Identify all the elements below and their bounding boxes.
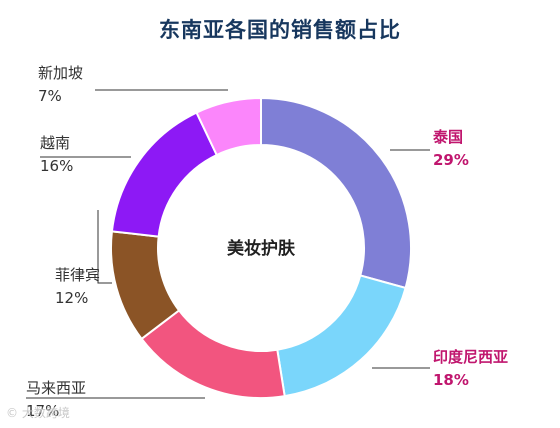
leader-lines-group — [26, 89, 430, 399]
center-label: 美妆护肤 — [227, 238, 296, 259]
slice-name-label-5: 越南 — [40, 134, 70, 152]
slice-name-label-4: 菲律宾 — [55, 266, 100, 284]
slice-1 — [260, 96, 412, 290]
slices-group — [110, 96, 412, 399]
leader-line-4 — [97, 210, 112, 284]
slice-6 — [195, 96, 262, 157]
slice-value-label-6: 7% — [38, 87, 62, 105]
slice-name-label-3: 马来西亚 — [26, 379, 86, 397]
slice-value-label-4: 12% — [55, 289, 88, 307]
slice-5 — [110, 111, 219, 238]
slice-name-label-2: 印度尼西亚 — [433, 348, 508, 366]
slice-value-label-5: 16% — [40, 157, 73, 175]
slice-value-label-3: 17% — [26, 402, 59, 420]
slice-value-label-1: 29% — [433, 151, 469, 169]
labels-group: 泰国 29% 印度尼西亚 18% 马来西亚 17% 菲律宾 12% 越南 16% 新加坡 7% — [26, 64, 508, 420]
watermark: © 大数跨境 — [6, 406, 70, 420]
slice-name-label-1: 泰国 — [432, 128, 463, 146]
slice-2 — [276, 274, 407, 398]
chart-title: 东南亚各国的销售额占比 — [159, 18, 401, 42]
slice-value-label-2: 18% — [433, 371, 469, 389]
slice-name-label-6: 新加坡 — [38, 64, 83, 82]
